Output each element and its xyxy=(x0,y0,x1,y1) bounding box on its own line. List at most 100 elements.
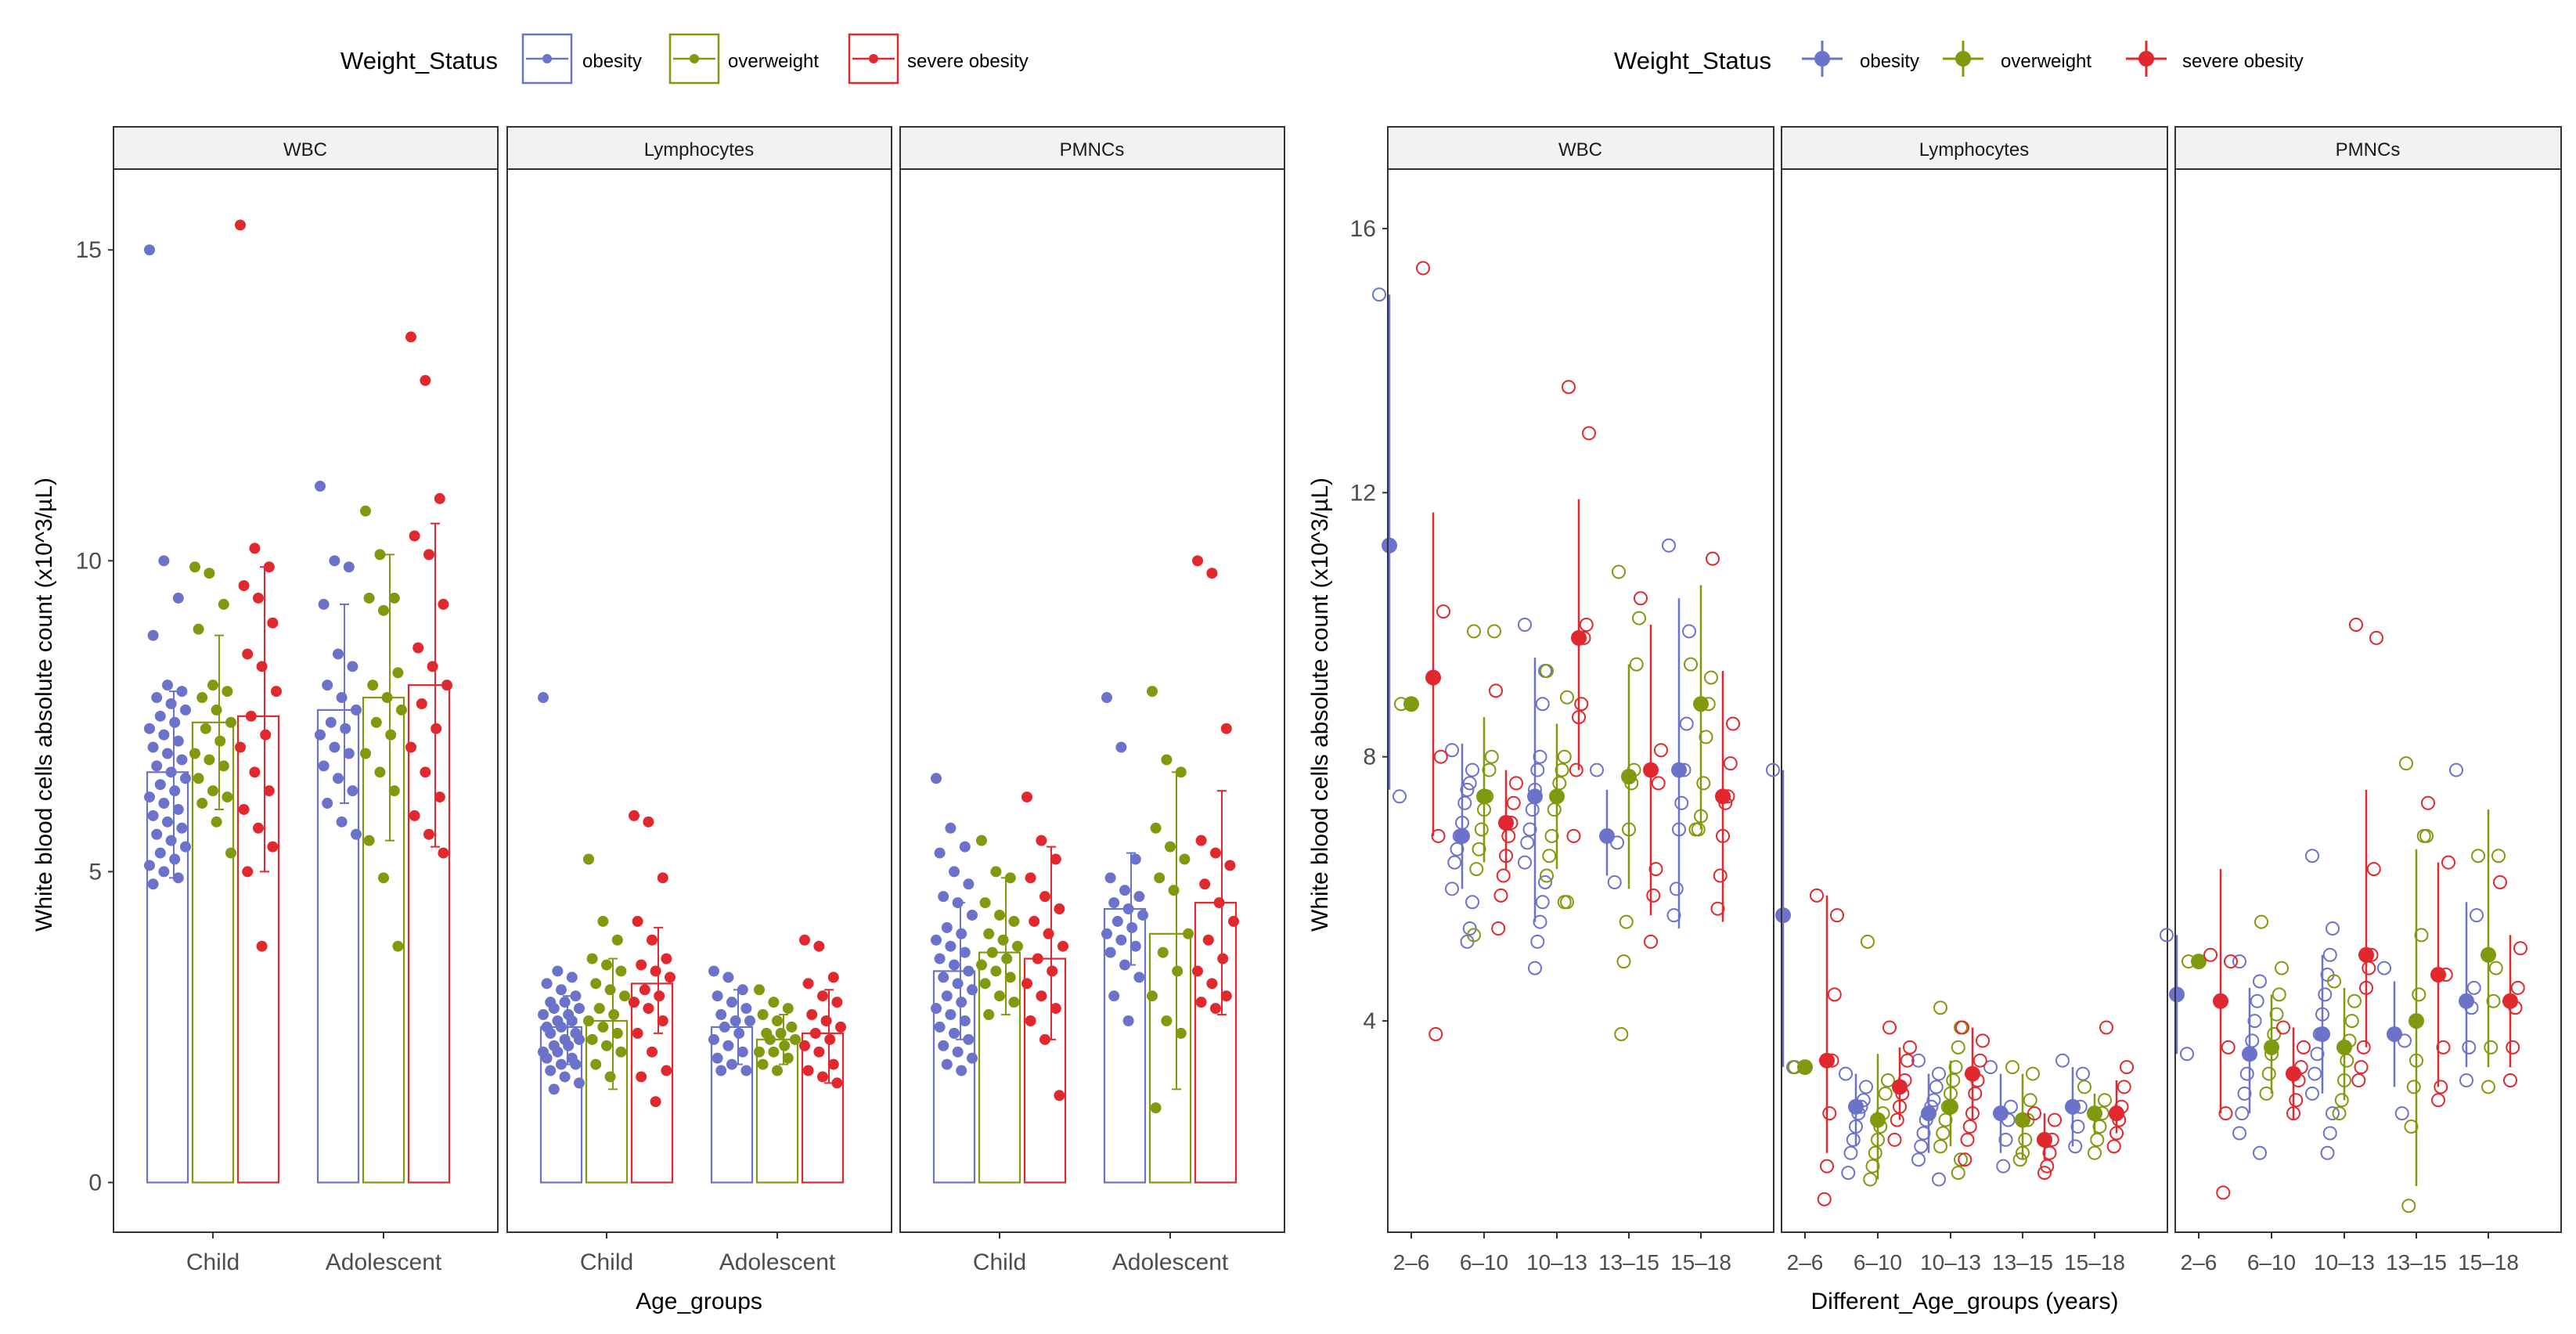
point-pmncs-child-obesity-17 xyxy=(938,972,949,983)
point-pmncs-adolescent-obesity-5 xyxy=(1133,891,1145,903)
point-lymphocytes-child-severe-obesity-16 xyxy=(661,1065,672,1076)
point-lymphocytes-child-overweight-14 xyxy=(586,1033,598,1045)
point-wbc-child-obesity-31 xyxy=(154,847,166,859)
point-wbc-2-overweight-2 xyxy=(1557,749,1572,764)
point-lymphocytes-1-obesity-1 xyxy=(1859,1080,1873,1094)
point-lymphocytes-adolescent-severe-obesity-15 xyxy=(817,1071,828,1083)
point-lymphocytes-adolescent-obesity-1 xyxy=(722,972,734,983)
point-wbc-adolescent-severe-obesity-0 xyxy=(405,331,416,343)
point-wbc-3-overweight-0 xyxy=(1612,564,1626,579)
point-lymphocytes-adolescent-obesity-16 xyxy=(740,1065,752,1076)
point-wbc-child-obesity-13 xyxy=(172,735,184,747)
point-wbc-4-severe-obesity-1 xyxy=(1726,716,1740,731)
point-pmncs-child-overweight-0 xyxy=(976,835,987,846)
point-pmncs-4-overweight-0 xyxy=(2471,849,2485,863)
left-plot-wbc xyxy=(144,219,452,1184)
point-pmncs-1-severe-obesity-0 xyxy=(2276,1020,2290,1035)
point-lymphocytes-child-obesity-21 xyxy=(563,1040,575,1051)
point-pmncs-1-obesity-1 xyxy=(2253,974,2267,989)
point-wbc-child-obesity-25 xyxy=(147,809,159,821)
point-pmncs-4-obesity-0 xyxy=(2449,763,2463,777)
point-wbc-3-severe-obesity-0 xyxy=(1634,591,1648,606)
mean-wbc-4-obesity xyxy=(1671,762,1687,778)
point-lymphocytes-1-obesity-6 xyxy=(1846,1132,1861,1147)
point-lymphocytes-adolescent-severe-obesity-7 xyxy=(820,1015,832,1026)
point-lymphocytes-child-overweight-12 xyxy=(597,1021,609,1033)
mean-pmncs-3-obesity xyxy=(2387,1026,2402,1042)
point-pmncs-child-obesity-3 xyxy=(934,847,946,859)
left-ytick-label-10: 10 xyxy=(76,548,102,574)
left-strip-pmncs xyxy=(899,126,1285,170)
point-lymphocytes-4-overweight-1 xyxy=(2098,1093,2112,1108)
point-lymphocytes-adolescent-severe-obesity-2 xyxy=(827,972,839,983)
point-lymphocytes-adolescent-severe-obesity-3 xyxy=(802,978,814,990)
point-lymphocytes-1-severe-obesity-6 xyxy=(1890,1112,1904,1127)
point-lymphocytes-child-severe-obesity-4 xyxy=(647,934,658,946)
point-wbc-child-obesity-12 xyxy=(158,729,170,741)
point-lymphocytes-adolescent-obesity-6 xyxy=(715,1009,727,1021)
point-wbc-3-severe-obesity-2 xyxy=(1651,776,1666,791)
mean-wbc-1-severe-obesity xyxy=(1498,815,1514,831)
point-pmncs-3-severe-obesity-5 xyxy=(2431,1093,2445,1108)
point-wbc-child-overweight-4 xyxy=(207,680,218,691)
point-wbc-adolescent-overweight-1 xyxy=(374,549,386,561)
point-pmncs-child-overweight-12 xyxy=(990,965,1002,977)
bar-wbc-adolescent-obesity xyxy=(316,708,360,1184)
point-pmncs-1-overweight-6 xyxy=(2261,1066,2276,1081)
point-pmncs-1-severe-obesity-4 xyxy=(2289,1093,2304,1108)
point-wbc-1-obesity-3 xyxy=(1460,782,1475,797)
point-pmncs-child-severe-obesity-7 xyxy=(1043,928,1054,939)
point-wbc-1-obesity-9 xyxy=(1445,882,1459,896)
right-plot-pmncs xyxy=(2160,618,2527,1213)
right-legend-key-severe-obesity xyxy=(2126,41,2167,77)
point-pmncs-adolescent-overweight-10 xyxy=(1172,965,1184,977)
point-wbc-adolescent-obesity-16 xyxy=(347,785,358,797)
point-lymphocytes-child-overweight-0 xyxy=(583,853,594,865)
point-lymphocytes-3-severe-obesity-3 xyxy=(2042,1145,2057,1160)
point-lymphocytes-4-severe-obesity-1 xyxy=(2120,1060,2134,1075)
point-pmncs-adolescent-obesity-6 xyxy=(1108,897,1120,909)
left-legend: Weight_Status obesity overweight severe … xyxy=(340,33,1029,85)
point-wbc-0-obesity-0 xyxy=(1372,287,1386,302)
point-pmncs-adolescent-obesity-13 xyxy=(1129,940,1141,952)
point-lymphocytes-1-severe-obesity-7 xyxy=(1887,1132,1902,1147)
point-pmncs-child-overweight-3 xyxy=(979,897,991,909)
point-pmncs-3-overweight-3 xyxy=(2414,928,2429,943)
point-pmncs-adolescent-overweight-1 xyxy=(1161,754,1173,766)
point-pmncs-adolescent-severe-obesity-12 xyxy=(1206,978,1218,990)
mean-lymphocytes-0-overweight xyxy=(1797,1059,1813,1076)
point-wbc-child-severe-obesity-14 xyxy=(238,803,250,815)
point-pmncs-1-overweight-1 xyxy=(2275,961,2289,975)
point-lymphocytes-adolescent-overweight-15 xyxy=(772,1065,783,1076)
point-lymphocytes-child-overweight-11 xyxy=(583,1015,594,1026)
point-wbc-adolescent-obesity-14 xyxy=(318,760,330,772)
point-wbc-adolescent-overweight-7 xyxy=(381,692,393,704)
right-strip-wbc xyxy=(1387,126,1774,170)
point-pmncs-child-obesity-12 xyxy=(945,940,957,952)
point-wbc-4-severe-obesity-0 xyxy=(1706,551,1720,566)
point-pmncs-child-obesity-14 xyxy=(934,953,946,964)
point-wbc-2-obesity-10 xyxy=(1538,874,1552,889)
point-pmncs-child-obesity-29 xyxy=(952,1046,964,1058)
bar-pmncs-adolescent-overweight xyxy=(1148,932,1192,1184)
point-wbc-child-obesity-34 xyxy=(158,866,170,878)
point-pmncs-3-severe-obesity-0 xyxy=(2421,795,2435,810)
point-lymphocytes-child-severe-obesity-14 xyxy=(632,1027,643,1039)
right-panel-border-wbc xyxy=(1387,168,1774,1233)
point-pmncs-3-overweight-4 xyxy=(2412,987,2426,1002)
point-wbc-child-obesity-0 xyxy=(144,244,155,256)
point-pmncs-2-overweight-6 xyxy=(2334,1093,2349,1108)
left-xtick-lymphocytes-child: Child xyxy=(580,1249,633,1275)
point-pmncs-adolescent-severe-obesity-11 xyxy=(1192,965,1203,977)
point-pmncs-adolescent-severe-obesity-7 xyxy=(1213,897,1225,909)
point-wbc-child-obesity-26 xyxy=(162,816,173,827)
point-pmncs-child-obesity-15 xyxy=(949,959,960,971)
point-lymphocytes-child-severe-obesity-18 xyxy=(650,1096,661,1108)
mean-pmncs-2-severe-obesity xyxy=(2358,946,2374,963)
point-wbc-child-obesity-29 xyxy=(165,835,177,846)
point-pmncs-2-obesity-7 xyxy=(2310,1047,2325,1062)
point-pmncs-2-obesity-1 xyxy=(2326,921,2340,936)
point-pmncs-1-overweight-0 xyxy=(2254,914,2268,929)
point-lymphocytes-1-overweight-6 xyxy=(1868,1145,1882,1160)
point-pmncs-child-overweight-17 xyxy=(983,1009,995,1021)
